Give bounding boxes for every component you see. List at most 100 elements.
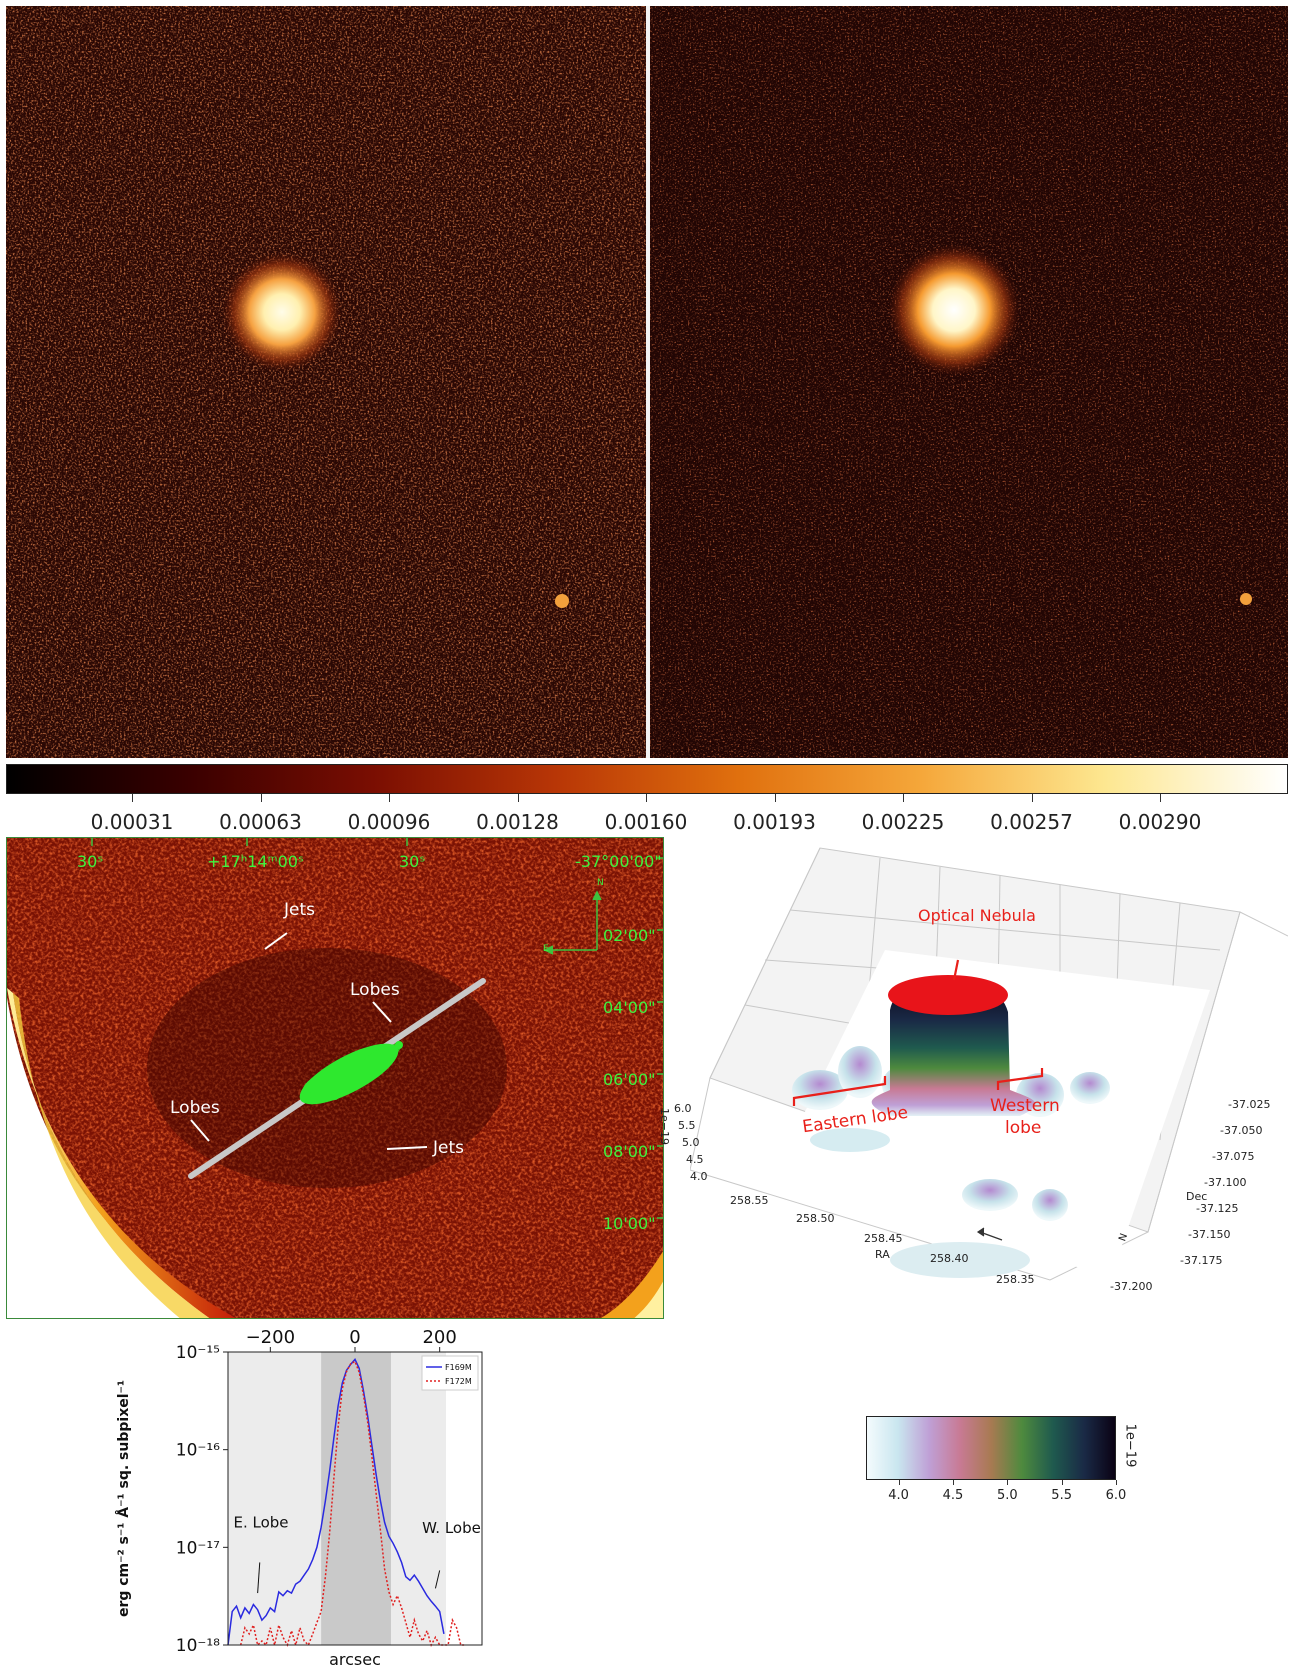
colorbar-top-gradient	[7, 765, 1287, 793]
jets-bottom-pointer	[386, 1146, 428, 1150]
dec-tick-5: -37.125	[1196, 1202, 1239, 1215]
colorbar-bottom-gradient	[867, 1417, 1115, 1479]
colorbar-top-tick-label: 0.00096	[347, 810, 431, 834]
field-edge-mask	[7, 998, 233, 1318]
lobe-brackets	[792, 959, 1044, 1106]
colorbar-top-tick	[1160, 794, 1161, 802]
colorbar-bottom-exponent: 1e−19	[1122, 1423, 1138, 1468]
ra-tick-5: 258.35	[996, 1273, 1035, 1286]
radio-map: 30ˢ +17ʰ14ᵐ00ˢ 30ˢ -37°00'00" 02'00" 04'…	[6, 837, 664, 1319]
lobes-left-pointer	[190, 1119, 210, 1142]
colorbar-top-tick-label: 0.00128	[476, 810, 559, 834]
colorbar-top-tick-label: 0.00193	[733, 810, 816, 834]
dec-tick-8: -37.200	[1110, 1280, 1153, 1293]
colorbar-top-tick-label: 0.00160	[604, 810, 688, 834]
z-exponent: 1e−19	[657, 1108, 671, 1145]
colorbar-top-tick	[1031, 794, 1033, 802]
noise-field-left	[6, 6, 646, 758]
colorbar-top-ticks	[0, 794, 1294, 838]
x-tick-label: 0	[349, 1327, 360, 1348]
optical-nebula-peak	[871, 979, 1036, 1116]
bright-source-right	[888, 244, 1020, 376]
ra-axis-label: RA	[875, 1248, 890, 1261]
dec-label-2: 02'00"	[603, 926, 656, 945]
x-tick-label: −200	[246, 1327, 295, 1348]
compass-n-label: N	[597, 878, 604, 888]
dec-tick-7: -37.175	[1180, 1254, 1223, 1267]
panel-divider	[646, 6, 650, 758]
ra-tick-2: 258.50	[796, 1212, 835, 1225]
annotation-e-lobe-pointer	[257, 1562, 261, 1594]
compass-rose	[543, 890, 602, 955]
surface-plot: Optical Nebula Eastern lobe Western lobe…	[658, 840, 1289, 1370]
legend-box	[421, 1355, 479, 1391]
map-frame-ticks	[91, 838, 663, 1219]
legend-label: F169M	[445, 1363, 472, 1372]
z-tick-5: 4.0	[690, 1170, 708, 1183]
ra-tick-4: 258.40	[930, 1252, 969, 1265]
colorbar-top-tick-label: 0.00031	[90, 810, 174, 834]
dec-label-6: 10'00"	[603, 1214, 656, 1233]
colorbar-top-tick	[389, 794, 390, 802]
colorbar-top-tick	[646, 794, 647, 802]
jets-top-pointer	[264, 932, 288, 950]
dec-label-3: 04'00"	[603, 998, 656, 1017]
image-panel-right	[650, 6, 1288, 758]
colorbar-top-tick	[517, 794, 519, 802]
dec-label-4: 06'00"	[603, 1070, 656, 1089]
dec-label-1: -37°00'00"	[575, 852, 662, 871]
ra-tick-1: 258.55	[730, 1194, 769, 1207]
point-source-left	[555, 594, 569, 608]
radio-map-canvas	[7, 838, 663, 1318]
y-tick-label: 10⁻¹⁵	[176, 1343, 220, 1363]
colorbar-bottom-tick	[1116, 1480, 1117, 1485]
annotation-western-lobe-2: lobe	[1005, 1118, 1042, 1138]
dec-tick-3: -37.075	[1212, 1150, 1255, 1163]
z-tick-1: 6.0	[674, 1102, 692, 1115]
dec-tick-6: -37.150	[1188, 1228, 1231, 1241]
y-tick-label: 10⁻¹⁶	[176, 1441, 220, 1461]
colorbar-top-tick	[774, 794, 776, 802]
annotation-w-lobe: W. Lobe	[422, 1519, 481, 1537]
y-axis-label: erg cm⁻² s⁻¹ Å⁻¹ sq. subpixel⁻¹	[115, 1380, 132, 1617]
lobes-right-pointer	[372, 1001, 392, 1023]
colorbar-bottom-tick	[898, 1480, 900, 1485]
surface-compass	[976, 1227, 1003, 1241]
profile-chart: −200 0 200 10⁻¹⁵ 10⁻¹⁶ 10⁻¹⁷ 10⁻¹⁸ arcsec erg cm…	[110, 1320, 500, 1670]
x-axis-label: arcsec	[329, 1650, 381, 1669]
series-line-f172m	[239, 1360, 466, 1648]
compass-e-label: E	[543, 944, 549, 954]
bright-corner-right-core	[634, 1281, 663, 1318]
dec-tick-1: -37.025	[1228, 1098, 1271, 1111]
colorbar-top-tick-label: 0.00257	[990, 810, 1073, 834]
x-tick-label: 200	[422, 1327, 456, 1348]
colorbar-top-tick-label: 0.00290	[1118, 810, 1202, 834]
dec-tick-2: -37.050	[1220, 1124, 1263, 1137]
annotation-western-lobe-1: Western	[990, 1096, 1060, 1116]
legend-label: F172M	[445, 1377, 472, 1386]
colorbar-top-tick	[132, 794, 133, 802]
colorbar-top-tick	[260, 794, 262, 802]
colorbar-bottom-tick-label: 6.0	[1105, 1488, 1127, 1503]
y-tick-label: 10⁻¹⁷	[176, 1538, 220, 1558]
surface-plot-canvas	[689, 847, 1289, 1281]
colorbar-top	[6, 764, 1288, 794]
image-panel-left	[6, 6, 646, 758]
colorbar-bottom-tick-label: 5.0	[996, 1488, 1018, 1503]
annotation-e-lobe: E. Lobe	[233, 1513, 288, 1531]
noise-field-right	[650, 6, 1288, 758]
colorbar-top-tick-label: 0.00063	[219, 810, 302, 834]
ra-tick-3: 258.45	[864, 1232, 903, 1245]
optical-nebula-top	[888, 975, 1008, 1015]
z-tick-4: 4.5	[686, 1153, 704, 1166]
colorbar-bottom-tick-label: 4.0	[888, 1488, 909, 1503]
annotation-jets-bottom: Jets	[433, 1138, 464, 1158]
ra-label-1: 30ˢ	[77, 852, 104, 871]
bright-corner-right	[600, 1251, 663, 1318]
optical-nebula-overlay	[299, 1041, 403, 1105]
ra-label-3: 30ˢ	[399, 852, 426, 871]
annotation-lobes-right: Lobes	[350, 980, 400, 1000]
z-tick-2: 5.5	[678, 1119, 696, 1132]
bright-source-left	[222, 252, 342, 372]
z-tick-3: 5.0	[682, 1136, 700, 1149]
